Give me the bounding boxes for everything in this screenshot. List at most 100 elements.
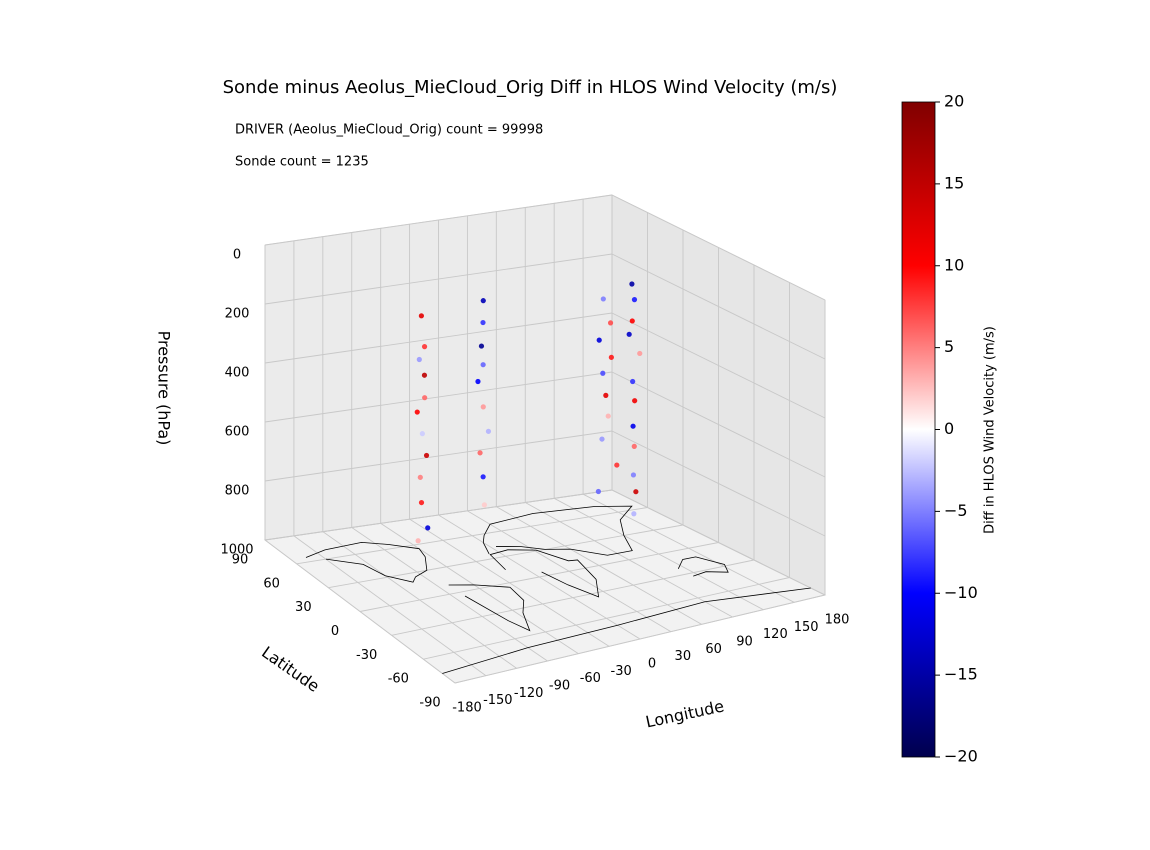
data-point <box>480 474 486 480</box>
data-point <box>600 370 606 376</box>
data-point <box>477 450 483 456</box>
z-tick-label: 800 <box>225 484 250 499</box>
annotation: Sonde count = 1235 <box>235 155 369 170</box>
colorbar-tick-label: −20 <box>944 747 978 766</box>
x-axis-label: Longitude <box>644 696 726 731</box>
data-point <box>480 404 486 410</box>
data-point <box>418 499 425 506</box>
data-point <box>425 525 431 531</box>
colorbar-tick-label: 15 <box>944 173 964 192</box>
x-tick-label: -180 <box>452 701 482 716</box>
y-tick-label: 60 <box>263 576 280 591</box>
data-point <box>419 431 425 437</box>
data-point <box>605 413 611 419</box>
x-tick-label: -60 <box>580 671 601 686</box>
y-tick-label: -90 <box>419 696 440 711</box>
grid-line <box>611 430 826 537</box>
data-point <box>421 372 428 378</box>
y-tick-label: -60 <box>388 672 409 687</box>
x-tick-label: -30 <box>611 664 632 679</box>
x-tick-label: -150 <box>483 693 513 708</box>
z-axis-label: Pressure (hPa) <box>155 331 174 446</box>
data-point <box>423 452 430 459</box>
data-point <box>414 409 420 415</box>
grid-line <box>296 507 648 565</box>
x-tick-label: 180 <box>825 613 850 628</box>
grid-line <box>264 194 613 246</box>
grid-line <box>264 430 613 482</box>
x-tick-label: 60 <box>705 642 722 657</box>
grid-line <box>611 312 826 419</box>
y-tick-label: 90 <box>232 553 249 568</box>
x-tick-label: 120 <box>763 627 788 642</box>
data-point <box>630 423 636 429</box>
colorbar-tick-label: −10 <box>944 583 978 602</box>
grid-line <box>423 577 790 660</box>
data-point <box>630 378 636 385</box>
y-tick-label: -30 <box>356 648 377 663</box>
coastline <box>677 556 729 577</box>
data-point <box>626 331 632 337</box>
data-point <box>637 350 643 357</box>
chart-title: Sonde minus Aeolus_MieCloud_Orig Diff in… <box>223 77 838 98</box>
grid-line <box>359 542 719 612</box>
data-point <box>475 378 481 385</box>
data-point <box>481 502 487 508</box>
grid-line <box>611 194 826 301</box>
x-tick-label: 30 <box>675 649 692 664</box>
data-point <box>631 297 638 303</box>
grid-line <box>391 559 755 636</box>
grid-line <box>611 253 826 360</box>
grid-line <box>264 489 613 541</box>
x-tick-label: -120 <box>514 686 544 701</box>
x-tick-label: 90 <box>736 635 753 650</box>
data-point <box>480 362 486 368</box>
z-tick-label: 200 <box>225 307 250 322</box>
colorbar-label: Diff in HLOS Wind Velocity (m/s) <box>983 326 998 534</box>
grid-line <box>454 594 826 684</box>
data-point <box>415 538 421 544</box>
coastline <box>305 541 428 583</box>
data-point <box>607 320 614 326</box>
coastline <box>489 549 600 598</box>
x-tick-label: 150 <box>794 620 819 635</box>
data-point <box>631 511 637 517</box>
annotation: DRIVER (Aeolus_MieCloud_Orig) count = 99… <box>235 123 543 138</box>
colorbar <box>901 101 936 758</box>
data-point <box>614 462 620 468</box>
data-point <box>485 428 492 434</box>
grid-line <box>611 371 826 478</box>
data-point <box>418 313 424 319</box>
data-point <box>630 472 637 478</box>
grid-line <box>264 371 613 423</box>
data-point <box>632 398 638 404</box>
colorbar-tick-label: 0 <box>944 419 954 438</box>
data-point <box>631 443 637 449</box>
colorbar-tick-label: 10 <box>944 255 964 274</box>
data-point <box>629 281 635 287</box>
x-tick-label: -90 <box>549 679 570 694</box>
grid-line <box>264 312 613 364</box>
colorbar-tick-label: −5 <box>944 501 968 520</box>
data-point <box>608 354 614 360</box>
colorbar-tick-label: 5 <box>944 337 954 356</box>
y-axis-label: Latitude <box>258 643 323 696</box>
data-point <box>599 436 605 442</box>
colorbar-tick-label: 20 <box>944 92 964 111</box>
y-tick-label: 0 <box>331 624 339 639</box>
data-point <box>600 296 606 302</box>
z-tick-label: 1000 <box>220 543 253 558</box>
z-tick-label: 600 <box>225 425 250 440</box>
data-point <box>417 474 423 480</box>
data-point <box>595 488 602 495</box>
coastline <box>448 584 531 632</box>
y-tick-label: 30 <box>295 600 312 615</box>
data-point <box>480 319 486 326</box>
coastline <box>442 587 811 674</box>
data-point <box>603 392 609 398</box>
grid-line <box>611 489 826 596</box>
data-point <box>633 489 639 495</box>
data-point <box>480 298 486 304</box>
